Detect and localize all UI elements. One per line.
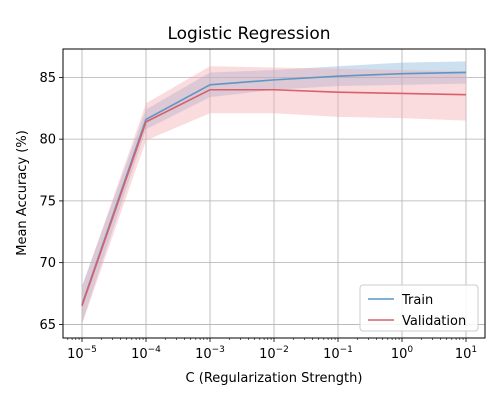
confidence-bands bbox=[82, 61, 466, 325]
x-axis-label: C (Regularization Strength) bbox=[186, 371, 363, 386]
y-tick-label: 70 bbox=[39, 256, 56, 271]
series-lines bbox=[81, 71, 467, 307]
y-axis-label: Mean Accuracy (%) bbox=[15, 130, 30, 256]
grid-lines bbox=[63, 49, 485, 338]
y-tick-label: 75 bbox=[39, 194, 56, 209]
line-validation bbox=[81, 88, 467, 307]
line-train bbox=[81, 71, 467, 305]
y-tick-label: 85 bbox=[39, 71, 56, 86]
x-tick-label: 101 bbox=[455, 345, 477, 362]
legend: Train Validation bbox=[359, 284, 479, 332]
x-axis-ticks: 10−5 10−4 10−3 10−2 10−1 100 101 bbox=[67, 338, 477, 362]
x-tick-label: 10−2 bbox=[259, 345, 289, 362]
chart-title: Logistic Regression bbox=[167, 24, 330, 44]
x-tick-label: 10−5 bbox=[67, 345, 97, 362]
x-tick-label: 10−1 bbox=[323, 345, 353, 362]
x-tick-label: 10−4 bbox=[131, 345, 161, 362]
y-axis-ticks: 65 70 75 80 85 bbox=[39, 71, 63, 333]
band-validation bbox=[82, 66, 466, 325]
y-tick-label: 80 bbox=[39, 133, 56, 148]
y-tick-label: 65 bbox=[39, 318, 56, 333]
x-tick-label: 10−3 bbox=[195, 345, 225, 362]
x-tick-label: 100 bbox=[391, 345, 414, 362]
legend-label: Train bbox=[401, 293, 433, 308]
legend-label: Validation bbox=[402, 314, 466, 329]
